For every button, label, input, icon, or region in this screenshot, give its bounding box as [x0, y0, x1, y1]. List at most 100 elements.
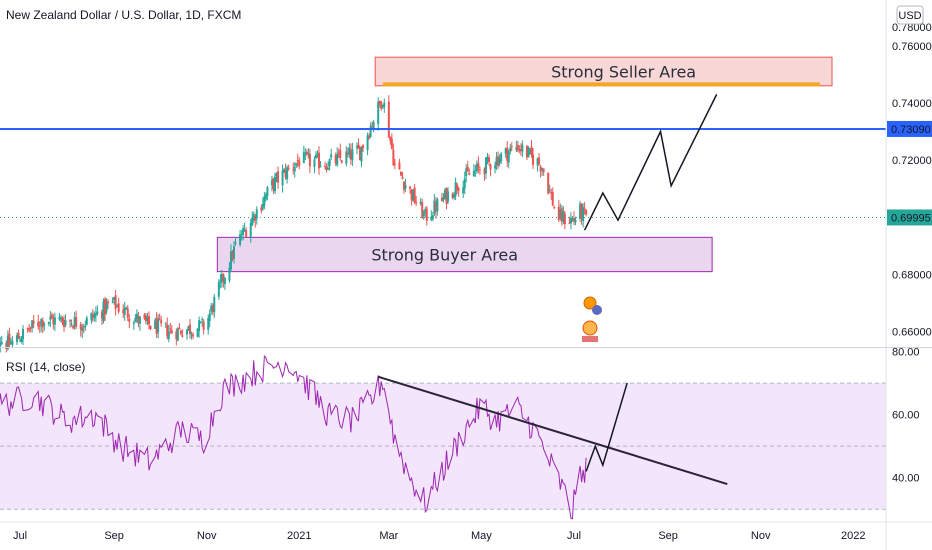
candle-body [442, 197, 445, 200]
candle-body [369, 126, 372, 137]
candle-body [220, 274, 223, 283]
candle-body [486, 156, 489, 160]
candle-body [308, 153, 311, 167]
candle-body [17, 332, 20, 340]
rsi-line [0, 355, 587, 520]
time-tick-label: May [471, 530, 492, 542]
candle-body [31, 320, 34, 328]
candle-body [28, 328, 31, 331]
candle-body [410, 189, 413, 200]
candle-body [304, 152, 307, 155]
candle-body [69, 320, 72, 322]
candle-body [377, 101, 380, 125]
candle-body [154, 320, 157, 329]
resistance-price-label: 0.73090 [891, 124, 931, 136]
candle-body [202, 321, 205, 330]
candle-body [398, 162, 401, 170]
candle-body [84, 325, 87, 328]
candle-body [50, 314, 53, 319]
candle-body [472, 170, 475, 176]
candle-body [228, 267, 231, 281]
candle-body [170, 330, 173, 334]
candle-body [160, 320, 163, 324]
candle-body [125, 307, 128, 310]
candle-body [37, 321, 40, 327]
candle-body [563, 214, 566, 225]
candle-body [158, 318, 161, 320]
candle-body [433, 200, 436, 214]
candle-body [284, 169, 287, 178]
candle-body [372, 122, 375, 129]
candle-body [91, 314, 94, 318]
candle-body [409, 186, 412, 189]
candle-body [313, 159, 316, 167]
candle-body [277, 171, 280, 183]
candle-body [8, 333, 11, 346]
candle-body [462, 187, 465, 194]
candle-body [134, 318, 137, 322]
candle-body [64, 319, 67, 325]
candle-body [178, 327, 181, 330]
candle-body [113, 297, 116, 301]
candle-body [43, 323, 46, 326]
candle-body [314, 154, 317, 159]
candle-body [81, 327, 84, 332]
candle-body [286, 167, 289, 180]
candle-body [210, 305, 213, 312]
time-tick-label: Nov [751, 530, 771, 542]
candle-body [19, 340, 21, 342]
candle-body [457, 188, 460, 191]
candle-body [559, 209, 562, 218]
time-tick-label: Nov [197, 530, 217, 542]
candle-body [70, 323, 73, 325]
candle-body [72, 325, 75, 329]
candle-body [422, 211, 425, 216]
candle-body [340, 160, 343, 163]
time-tick-label: Jul [567, 530, 581, 542]
candle-body [166, 324, 169, 337]
candle-body [348, 147, 351, 155]
candle-body [185, 329, 188, 335]
candle-body [263, 196, 266, 206]
candle-body [424, 209, 427, 213]
candle-body [421, 202, 424, 219]
candle-body [569, 217, 572, 224]
candle-body [211, 305, 214, 313]
candle-body [9, 342, 12, 344]
candle-body [176, 328, 179, 341]
candle-body [551, 192, 554, 206]
candle-body [196, 328, 199, 337]
candle-body [223, 277, 226, 284]
candle-body [53, 317, 56, 325]
candle-body [383, 102, 386, 108]
candle-body [399, 171, 402, 176]
candle-body [381, 104, 384, 107]
candle-body [412, 189, 415, 202]
candle-body [316, 153, 319, 155]
overlay-layer [0, 82, 886, 342]
candles-layer [0, 95, 588, 353]
candle-body [20, 338, 23, 342]
candle-body [573, 218, 575, 222]
candle-body [547, 172, 550, 194]
candle-body [198, 320, 201, 332]
candle-body [293, 167, 296, 172]
candle-body [562, 211, 565, 222]
candle-body [434, 202, 437, 212]
candle-body [579, 203, 582, 219]
candle-body [521, 144, 524, 152]
candle-body [213, 296, 216, 313]
candle-body [231, 251, 234, 259]
candle-body [234, 242, 237, 244]
candle-body [351, 149, 354, 161]
candle-body [392, 149, 395, 166]
candle-body [102, 301, 105, 322]
candle-body [393, 163, 396, 165]
time-tick-label: Sep [658, 530, 678, 542]
candle-body [222, 274, 225, 282]
candle-body [249, 222, 252, 237]
price-projection-path [583, 94, 718, 231]
currency-badge[interactable] [896, 5, 924, 25]
